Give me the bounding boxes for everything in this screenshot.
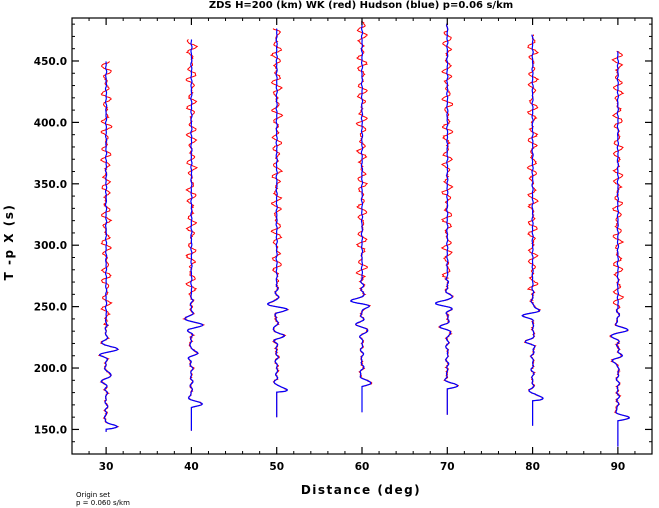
chart-title: ZDS H=200 (km) WK (red) Hudson (blue) p=… bbox=[209, 0, 513, 11]
trace-blue-60 bbox=[350, 20, 372, 413]
x-tick-label: 50 bbox=[269, 461, 284, 473]
trace-blue-90 bbox=[610, 51, 630, 447]
y-tick-label: 450.0 bbox=[34, 56, 67, 68]
trace-group bbox=[97, 20, 630, 447]
trace-blue-80 bbox=[521, 34, 544, 426]
trace-blue-50 bbox=[267, 28, 289, 418]
x-tick-label: 80 bbox=[525, 461, 540, 473]
y-axis-label: T -p X (s) bbox=[2, 204, 16, 281]
x-axis-label: Distance (deg) bbox=[301, 483, 421, 497]
trace-red-60 bbox=[350, 20, 373, 413]
trace-blue-40 bbox=[184, 39, 204, 431]
y-tick-label: 400.0 bbox=[34, 117, 67, 129]
y-tick-label: 200.0 bbox=[34, 363, 67, 375]
y-tick-label: 250.0 bbox=[34, 302, 67, 314]
trace-red-80 bbox=[522, 34, 544, 426]
y-tick-label: 350.0 bbox=[34, 179, 67, 191]
trace-red-40 bbox=[182, 39, 206, 431]
trace-red-90 bbox=[609, 50, 630, 447]
x-tick-label: 40 bbox=[184, 461, 199, 473]
trace-blue-70 bbox=[435, 23, 459, 415]
footnote-origin: Origin set bbox=[76, 491, 110, 499]
x-tick-label: 30 bbox=[99, 461, 114, 473]
trace-red-50 bbox=[267, 28, 290, 418]
y-tick-label: 150.0 bbox=[34, 424, 67, 436]
trace-blue-30 bbox=[98, 61, 119, 432]
x-tick-label: 60 bbox=[355, 461, 370, 473]
trace-red-30 bbox=[97, 61, 120, 432]
axes-group: 30 40 50 60 70 80 90 150.0 200.0 250.0 300.0 350.0 4… bbox=[34, 18, 653, 473]
footnote-ray-parameter: p = 0.060 s/km bbox=[76, 499, 130, 507]
x-tick-label: 90 bbox=[611, 461, 626, 473]
y-tick-label: 300.0 bbox=[34, 240, 67, 252]
x-tick-label: 70 bbox=[440, 461, 455, 473]
